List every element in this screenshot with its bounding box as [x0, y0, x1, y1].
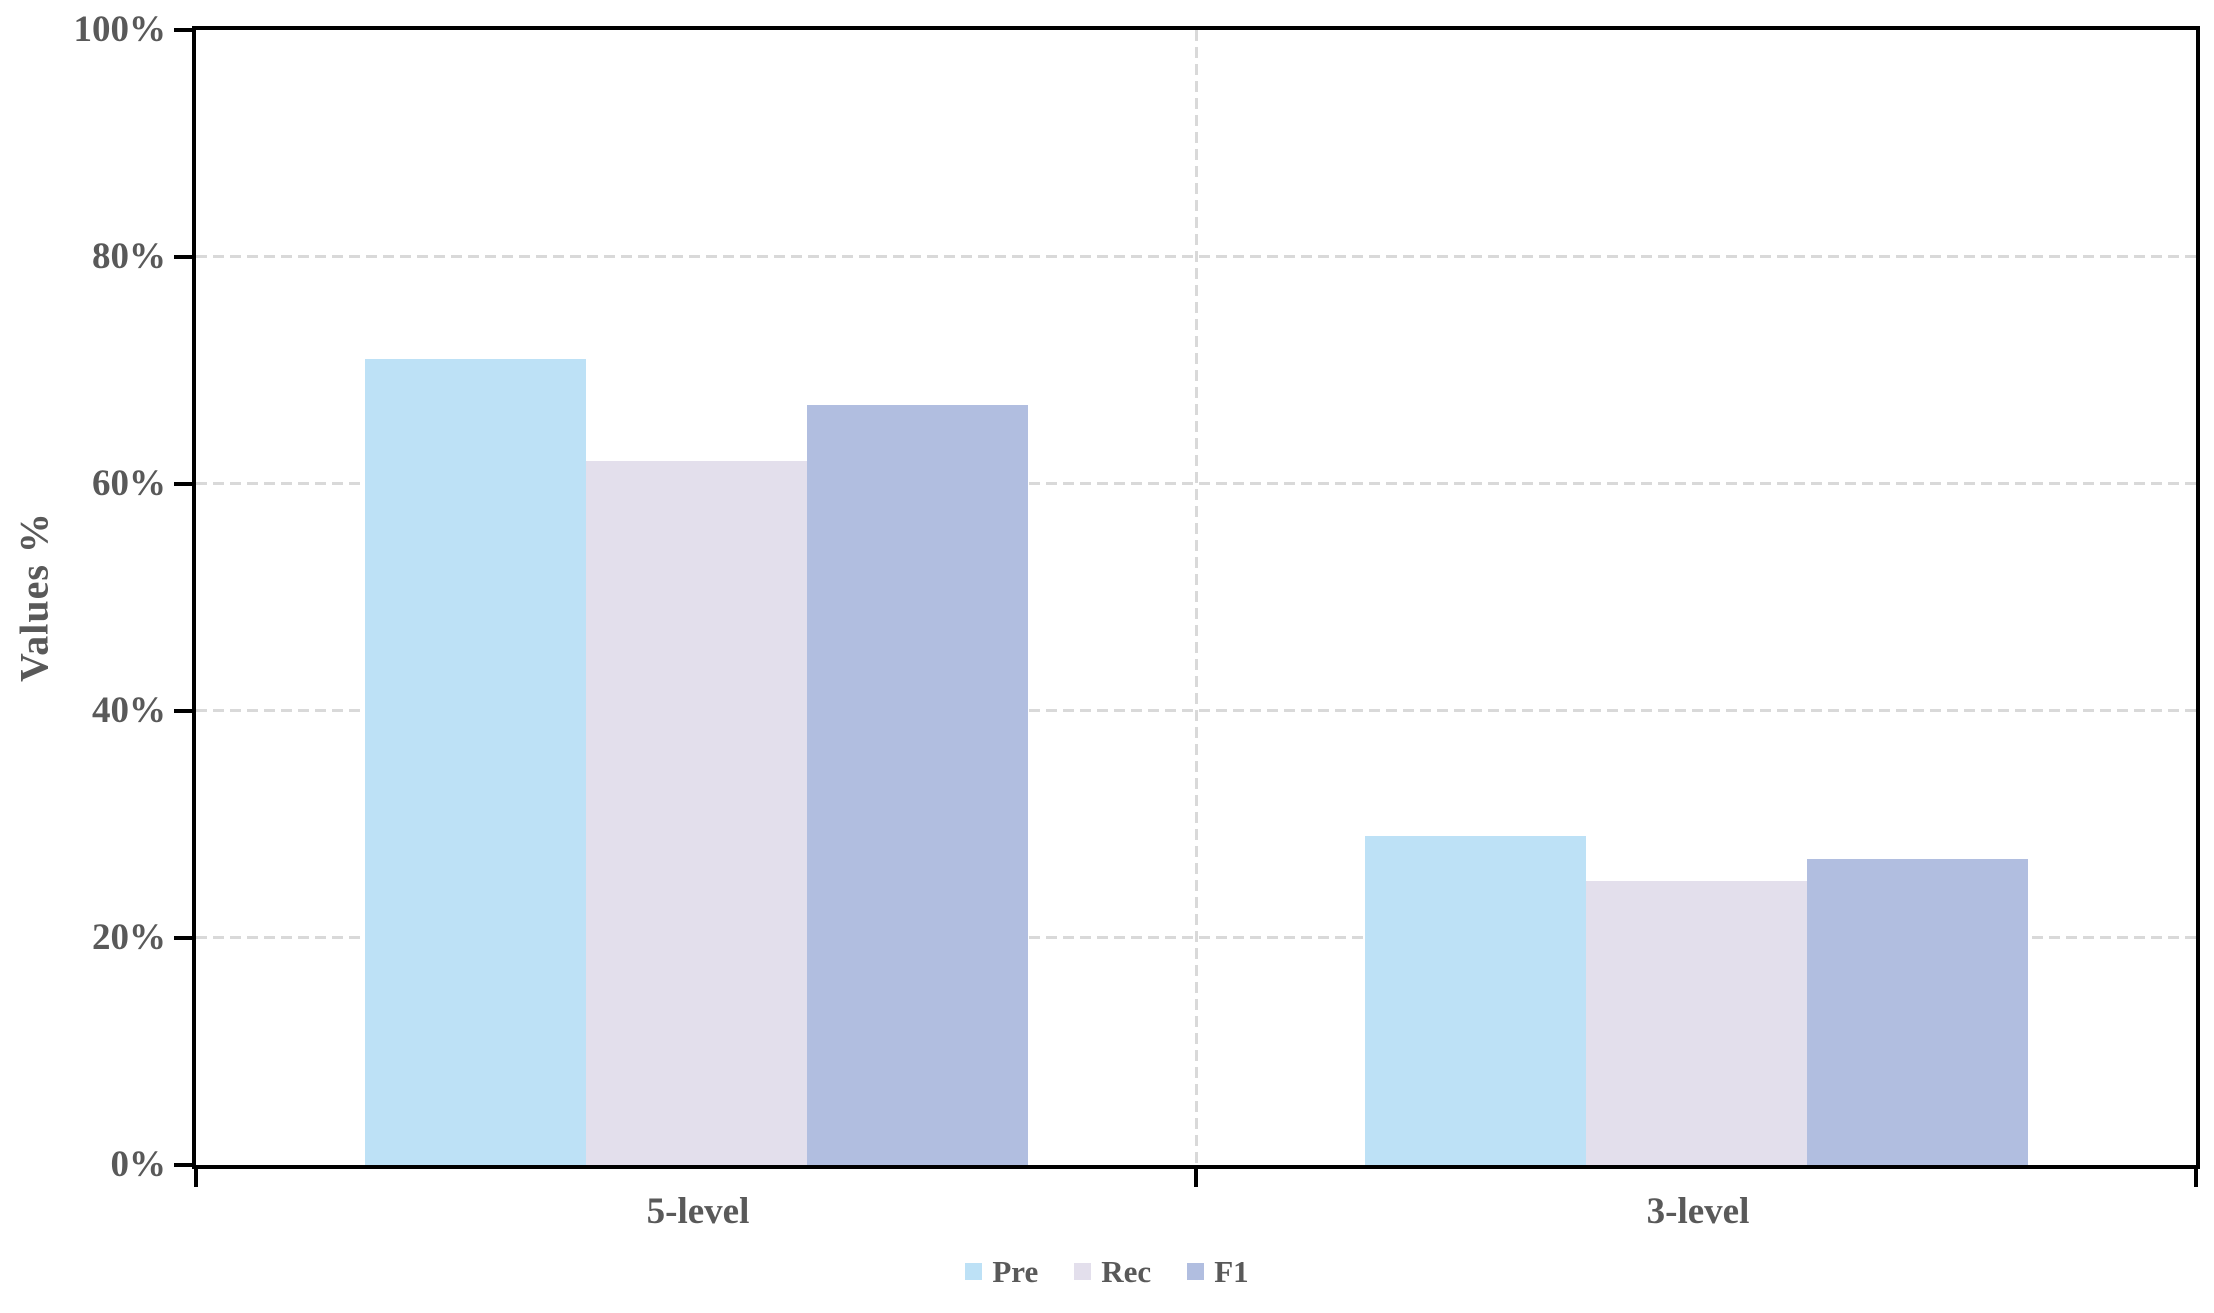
legend-swatch-f1 [1187, 1263, 1205, 1280]
y-tick-label-100: 100% [73, 9, 167, 50]
bar-rec-5-level [585, 461, 807, 1165]
bar-pre-5-level [364, 359, 586, 1165]
y-tick-label-60: 60% [92, 463, 166, 504]
legend-item-f1: F1 [1187, 1254, 1249, 1289]
y-tick-mark-60 [174, 482, 192, 486]
bar-group-3-level [1196, 30, 2196, 1165]
legend-label-f1: F1 [1214, 1254, 1249, 1289]
category-label-5-level: 5-level [646, 1191, 750, 1232]
bar-pre-3-level [1364, 835, 1586, 1165]
y-axis-title: Values % [11, 512, 57, 683]
y-tick-label-80: 80% [92, 236, 166, 277]
y-tick-mark-20 [174, 936, 192, 940]
x-tick-mark-50 [1194, 1169, 1198, 1187]
x-tick-mark-100 [2194, 1169, 2198, 1187]
gridline-v-category-separator [1195, 30, 1198, 1165]
legend-label-rec: Rec [1101, 1254, 1152, 1289]
y-tick-mark-40 [174, 709, 192, 713]
legend-swatch-pre [965, 1263, 983, 1280]
legend: Pre Rec F1 [0, 1256, 2214, 1287]
y-tick-mark-80 [174, 255, 192, 259]
plot-area: 0% 20% 40% 60% 80% 100% [74, 9, 2200, 1187]
y-tick-mark-100 [174, 28, 192, 32]
bar-rec-3-level [1585, 881, 1807, 1165]
y-tick-label-40: 40% [92, 690, 166, 731]
x-tick-mark-0 [194, 1169, 198, 1187]
bar-group-5-level [196, 30, 1196, 1165]
y-tick-label-0: 0% [110, 1144, 167, 1185]
legend-label-pre: Pre [992, 1254, 1039, 1289]
bar-f1-3-level [1806, 858, 2028, 1165]
y-tick-mark-0 [174, 1163, 192, 1167]
legend-item-rec: Rec [1074, 1256, 1151, 1287]
bar-f1-5-level [806, 404, 1028, 1165]
category-label-3-level: 3-level [1646, 1191, 1750, 1232]
legend-item-pre: Pre [965, 1256, 1038, 1287]
legend-swatch-rec [1074, 1263, 1092, 1280]
y-tick-label-20: 20% [92, 917, 166, 958]
